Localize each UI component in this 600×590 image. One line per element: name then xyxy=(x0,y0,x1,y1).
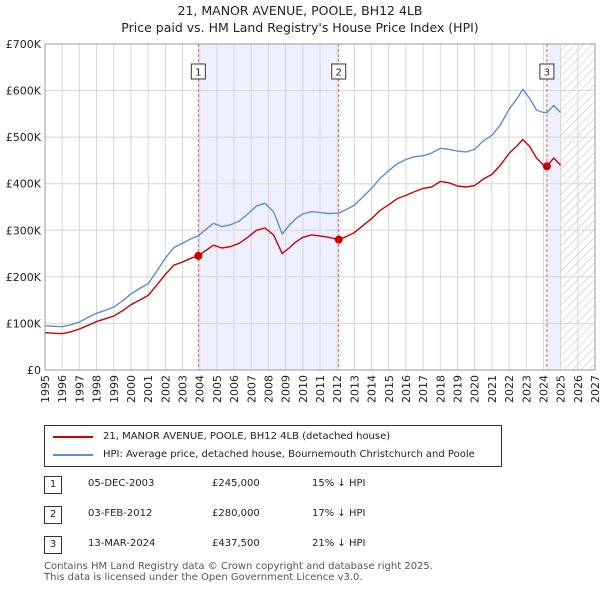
legend: 21, MANOR AVENUE, POOLE, BH12 4LB (detac… xyxy=(44,425,502,467)
y-tick-label: £600K xyxy=(6,85,42,98)
marker-badge-label-3: 3 xyxy=(544,68,550,79)
shaded-range-2 xyxy=(546,44,561,370)
x-tick-label: 2017 xyxy=(417,375,430,403)
transaction-hpi-diff: 15% ↓ HPI xyxy=(312,478,366,489)
x-tick-label: 2016 xyxy=(400,375,413,403)
x-tick-label: 2005 xyxy=(211,375,224,403)
transaction-hpi-diff: 21% ↓ HPI xyxy=(312,538,366,549)
table-row: 2 03-FEB-2012 £280,000 17% ↓ HPI xyxy=(44,504,494,524)
y-tick-label: £200K xyxy=(6,271,42,284)
x-tick-label: 2003 xyxy=(177,375,190,403)
x-tick-label: 2019 xyxy=(452,375,465,403)
y-tick-label: £300K xyxy=(6,224,42,237)
sale-point-3 xyxy=(542,162,551,171)
marker-badge-label-1: 1 xyxy=(195,68,201,79)
x-tick-label: 2000 xyxy=(125,375,138,403)
x-tick-label: 1995 xyxy=(39,375,52,403)
x-tick-label: 2010 xyxy=(297,375,310,403)
transaction-price: £280,000 xyxy=(212,508,260,519)
x-tick-label: 2027 xyxy=(589,375,600,403)
x-tick-label: 1998 xyxy=(91,375,104,403)
x-tick-label: 2006 xyxy=(228,375,241,403)
marker-badge-1 xyxy=(190,63,206,80)
marker-badge-label-2: 2 xyxy=(336,68,342,79)
x-tick-label: 2018 xyxy=(434,375,447,403)
plot-frame xyxy=(44,43,596,371)
marker-badge-2 xyxy=(331,63,347,80)
sale-point-2 xyxy=(334,235,343,244)
x-tick-label: 2024 xyxy=(537,375,550,403)
price-chart: 1 2 3 £0 £100K £200K £300K £400K £500K £600K £700K… xyxy=(6,38,600,403)
x-tick-label: 2020 xyxy=(469,375,482,403)
x-tick-label: 2025 xyxy=(555,375,568,403)
transaction-date: 05-DEC-2003 xyxy=(88,478,155,489)
x-tick-label: 2012 xyxy=(331,375,344,403)
y-tick-label: £700K xyxy=(6,38,42,51)
x-tick-label: 2015 xyxy=(383,375,396,403)
transaction-hpi-diff: 17% ↓ HPI xyxy=(312,508,366,519)
x-tick-label: 2001 xyxy=(142,375,155,403)
property-series-line xyxy=(44,138,562,335)
x-tick-label: 2014 xyxy=(366,375,379,403)
legend-label-hpi: HPI: Average price, detached house, Bour… xyxy=(103,449,475,460)
y-tick-label: £400K xyxy=(6,178,42,191)
x-tick-label: 2002 xyxy=(159,375,172,403)
x-tick-label: 2011 xyxy=(314,375,327,403)
x-tick-label: 2022 xyxy=(503,375,516,403)
transaction-price: £437,500 xyxy=(212,538,260,549)
x-tick-label: 2004 xyxy=(194,375,207,403)
legend-swatch-hpi xyxy=(53,454,93,456)
table-row: 3 13-MAR-2024 £437,500 21% ↓ HPI xyxy=(44,534,494,554)
hpi-series-line xyxy=(44,88,562,328)
legend-swatch-property xyxy=(53,436,93,438)
x-tick-label: 1997 xyxy=(73,375,86,403)
transaction-date: 13-MAR-2024 xyxy=(88,538,156,549)
x-tick-label: 2026 xyxy=(572,375,585,403)
x-tick-label: 2013 xyxy=(348,375,361,403)
table-row: 1 05-DEC-2003 £245,000 15% ↓ HPI xyxy=(44,474,494,494)
footer-copyright: Contains HM Land Registry data © Crown c… xyxy=(44,561,433,572)
transaction-badge: 3 xyxy=(44,536,62,554)
y-tick-label: £500K xyxy=(6,131,42,144)
transaction-date: 03-FEB-2012 xyxy=(88,508,153,519)
transaction-badge: 1 xyxy=(44,476,62,494)
x-tick-label: 2023 xyxy=(520,375,533,403)
x-tick-label: 1999 xyxy=(108,375,121,403)
x-tick-label: 2007 xyxy=(245,375,258,403)
marker-badge-3 xyxy=(539,63,555,80)
sale-point-1 xyxy=(194,251,203,260)
legend-label-property: 21, MANOR AVENUE, POOLE, BH12 4LB (detac… xyxy=(103,431,391,442)
x-tick-label: 2009 xyxy=(280,375,293,403)
x-tick-label: 1996 xyxy=(56,375,69,403)
y-tick-label: £100K xyxy=(6,317,42,330)
chart-subtitle: Price paid vs. HM Land Registry's House … xyxy=(121,20,479,35)
footer-licence: This data is licensed under the Open Gov… xyxy=(44,572,363,583)
transaction-price: £245,000 xyxy=(212,478,260,489)
x-tick-label: 2008 xyxy=(262,375,275,403)
transaction-badge: 2 xyxy=(44,506,62,524)
footer: Contains HM Land Registry data © Crown c… xyxy=(44,561,433,583)
y-tick-label: £0 xyxy=(27,364,41,377)
x-tick-label: 2021 xyxy=(486,375,499,403)
chart-title: 21, MANOR AVENUE, POOLE, BH12 4LB xyxy=(177,3,423,18)
